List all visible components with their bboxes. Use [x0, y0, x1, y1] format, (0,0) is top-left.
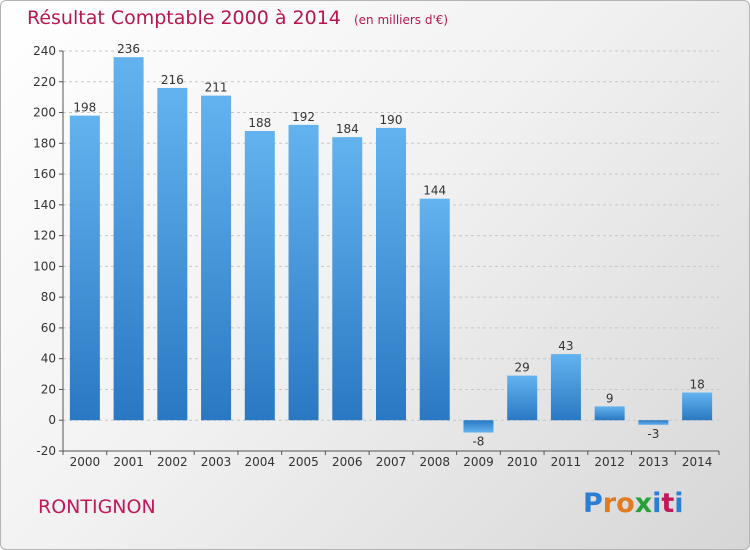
value-label-2003: 211 — [205, 81, 228, 95]
bar-2009 — [463, 420, 494, 433]
value-label-2012: 9 — [606, 391, 614, 405]
value-label-2000: 198 — [73, 101, 96, 115]
x-tick-label-2014: 2014 — [682, 455, 713, 469]
x-tick-label-2005: 2005 — [288, 455, 319, 469]
x-tick-label-2009: 2009 — [463, 455, 494, 469]
chart-unit: (en milliers d'€) — [353, 13, 449, 27]
logo-letter: o — [616, 488, 635, 519]
bar-2001 — [113, 57, 144, 421]
x-tick-label-2006: 2006 — [332, 455, 363, 469]
logo-letter: x — [634, 488, 653, 519]
x-tick-label-2008: 2008 — [419, 455, 450, 469]
logo-letter: i — [652, 488, 662, 519]
bar-2006 — [332, 137, 363, 421]
value-label-2005: 192 — [292, 110, 315, 124]
y-tick-label: 140 — [33, 198, 56, 212]
y-tick-label: 180 — [33, 136, 56, 150]
x-tick-label-2007: 2007 — [376, 455, 407, 469]
bar-2000 — [69, 115, 100, 421]
y-tick-label: 240 — [33, 44, 56, 58]
x-tick-label-2010: 2010 — [507, 455, 538, 469]
y-tick-label: 160 — [33, 167, 56, 181]
logo-letter: t — [661, 488, 675, 519]
bar-2012 — [594, 406, 625, 421]
logo-letter: P — [583, 488, 603, 519]
value-label-2010: 29 — [515, 361, 530, 375]
y-tick-label: 0 — [48, 413, 56, 427]
bar-2003 — [201, 95, 232, 421]
y-tick-label: 100 — [33, 259, 56, 273]
commune-name: RONTIGNON — [38, 496, 156, 518]
x-tick-label-2001: 2001 — [113, 455, 144, 469]
proxiti-logo: Proxiti — [583, 488, 684, 519]
logo-letter: r — [602, 488, 617, 519]
y-tick-label: 200 — [33, 106, 56, 120]
x-tick-label-2004: 2004 — [245, 455, 276, 469]
value-label-2013: -3 — [647, 427, 659, 441]
y-tick-label: 40 — [41, 352, 56, 366]
x-tick-label-2012: 2012 — [594, 455, 625, 469]
bar-2007 — [376, 127, 406, 421]
x-tick-label-2013: 2013 — [638, 455, 669, 469]
x-tick-label-2000: 2000 — [70, 455, 101, 469]
bar-2010 — [507, 375, 538, 421]
bar-2011 — [550, 354, 581, 421]
logo-letter: i — [674, 488, 684, 519]
x-tick-label-2011: 2011 — [551, 455, 582, 469]
title-row: Résultat Comptable 2000 à 2014 (en milli… — [27, 7, 448, 29]
y-tick-label: 20 — [41, 382, 56, 396]
y-tick-label: 120 — [33, 229, 56, 243]
bar-2005 — [288, 124, 319, 421]
value-label-2001: 236 — [117, 42, 140, 56]
bar-2002 — [157, 87, 188, 421]
x-tick-label-2003: 2003 — [201, 455, 232, 469]
value-label-2014: 18 — [689, 378, 704, 392]
bar-2013 — [638, 420, 669, 425]
value-label-2011: 43 — [558, 339, 573, 353]
bar-2004 — [244, 131, 275, 421]
value-label-2006: 184 — [336, 122, 359, 136]
y-tick-label: 60 — [41, 321, 56, 335]
value-label-2004: 188 — [248, 116, 271, 130]
value-label-2002: 216 — [161, 73, 184, 87]
y-tick-label: -20 — [36, 444, 56, 458]
value-label-2009: -8 — [472, 435, 484, 449]
y-tick-label: 80 — [41, 290, 56, 304]
chart-title: Résultat Comptable 2000 à 2014 — [27, 7, 341, 29]
value-label-2007: 190 — [380, 113, 403, 127]
y-tick-label: 220 — [33, 75, 56, 89]
bar-2008 — [419, 198, 450, 421]
bar-2014 — [682, 392, 713, 421]
x-tick-label-2002: 2002 — [157, 455, 188, 469]
value-label-2008: 144 — [423, 184, 446, 198]
